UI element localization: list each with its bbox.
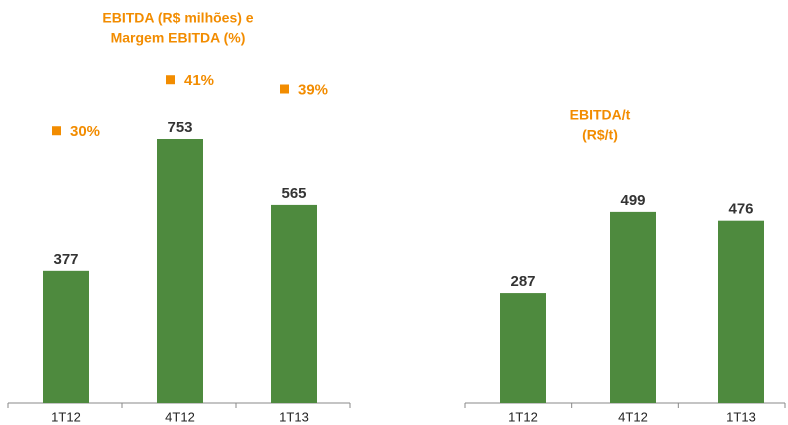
bar: [610, 211, 656, 403]
bar: [718, 220, 764, 403]
margin-marker: [280, 84, 289, 94]
margin-label: 41%: [184, 72, 214, 89]
bar-value-label: 565: [281, 185, 306, 202]
bar: [271, 204, 317, 403]
x-tick-label: 1T12: [51, 409, 81, 424]
x-tick-label: 1T13: [279, 409, 309, 424]
margin-label: 39%: [298, 81, 328, 98]
bar-value-label: 499: [620, 192, 645, 209]
bar: [500, 293, 546, 403]
margin-marker: [52, 126, 61, 136]
bar: [43, 270, 89, 403]
x-tick-label: 4T12: [165, 409, 195, 424]
x-tick-label: 4T12: [618, 409, 648, 424]
bar-value-label: 753: [167, 119, 192, 136]
margin-marker: [166, 75, 175, 85]
bar-value-label: 287: [510, 273, 535, 290]
chart-title: Margem EBITDA (%): [111, 30, 246, 46]
bar-value-label: 476: [728, 201, 753, 218]
x-tick-label: 1T12: [508, 409, 538, 424]
bar: [157, 138, 203, 403]
bar-value-label: 377: [53, 251, 78, 268]
chart-title: EBITDA (R$ milhões) e: [102, 10, 253, 26]
chart-title: EBITDA/t: [570, 107, 631, 123]
x-tick-label: 1T13: [726, 409, 756, 424]
chart-title: (R$/t): [582, 127, 618, 143]
margin-label: 30%: [70, 123, 100, 140]
